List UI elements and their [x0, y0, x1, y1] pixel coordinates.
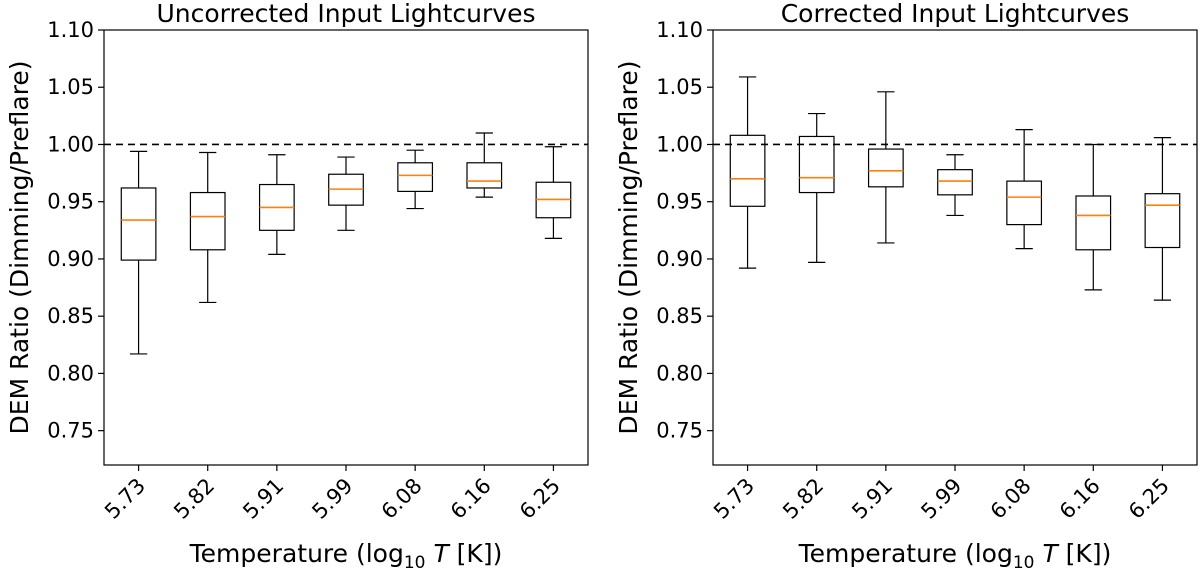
left-y-tick-label: 0.75: [47, 419, 94, 443]
left-y-tick-label: 0.80: [47, 361, 94, 385]
left-chart-panel: Uncorrected Input Lightcurves DEM Ratio …: [5, 0, 589, 572]
left-x-tick-label: 6.08: [377, 474, 427, 524]
iqr-box: [397, 162, 434, 193]
left-chart-marks: 0.75 0.80 0.85 0.90 0.95 1.00 1.05 1.10 5.73 5.82…: [47, 18, 588, 524]
right-x-axis-label-prefix: Temperature (log: [798, 539, 1013, 568]
right-x-tick-label: 5.91: [847, 474, 897, 524]
left-plot-frame: [103, 29, 589, 466]
iqr-box: [937, 169, 973, 196]
right-x-tick-label: 5.73: [709, 474, 759, 524]
left-box-6.25: [535, 146, 572, 239]
iqr-box: [189, 191, 226, 251]
left-y-tick-label: 1.10: [47, 18, 94, 42]
left-x-axis-label-sub: 10: [404, 553, 426, 572]
right-box-6.08: [1006, 128, 1043, 250]
right-x-tick-label: 5.99: [916, 474, 966, 524]
right-y-tick-label: 0.90: [656, 247, 703, 271]
right-x-tick-label: 6.08: [986, 474, 1036, 524]
left-box-5.91: [258, 154, 295, 255]
right-box-5.91: [867, 91, 904, 244]
right-y-tick-label: 0.80: [656, 361, 703, 385]
left-y-tick-label: 1.00: [47, 132, 94, 156]
left-y-axis-label: DEM Ratio (Dimming/Preflare): [5, 60, 34, 434]
left-y-tick-label: 1.05: [47, 75, 94, 99]
right-y-tick-label: 0.85: [656, 304, 703, 328]
left-x-axis-label-prefix: Temperature (log: [189, 539, 404, 568]
right-box-5.82: [798, 112, 835, 263]
right-x-axis-label: Temperature (log10 T [K]): [798, 539, 1112, 572]
right-box-5.73: [729, 76, 766, 269]
right-x-axis-label-sub: 10: [1013, 553, 1035, 572]
iqr-box: [867, 148, 904, 188]
iqr-box: [1075, 195, 1112, 251]
right-y-tick-label: 1.05: [656, 75, 703, 99]
right-y-tick-label: 1.00: [656, 132, 703, 156]
left-x-tick-label: 6.16: [446, 474, 496, 524]
right-chart-title: Corrected Input Lightcurves: [781, 0, 1130, 28]
right-x-axis-label-var: T: [1042, 539, 1059, 568]
right-box-5.99: [937, 154, 973, 217]
right-y-tick-label: 0.95: [656, 190, 703, 214]
right-x-axis-label-suffix: [K]): [1058, 539, 1112, 568]
left-box-5.99: [328, 156, 364, 231]
iqr-box: [1144, 193, 1181, 249]
right-y-tick-label: 1.10: [656, 18, 703, 42]
right-x-tick-label: 6.16: [1055, 474, 1105, 524]
right-box-6.16: [1075, 143, 1112, 291]
right-y-tick-label: 0.75: [656, 419, 703, 443]
left-box-6.16: [466, 132, 503, 198]
left-box-5.82: [189, 151, 226, 304]
left-x-axis-label-var: T: [433, 539, 450, 568]
left-x-axis-label-suffix: [K]): [449, 539, 503, 568]
left-chart-title: Uncorrected Input Lightcurves: [156, 0, 535, 28]
left-x-tick-label: 5.91: [238, 474, 288, 524]
iqr-box: [1006, 180, 1043, 226]
left-x-tick-label: 5.73: [100, 474, 150, 524]
iqr-box: [466, 162, 503, 189]
iqr-box: [120, 187, 157, 261]
left-box-6.08: [397, 149, 434, 210]
left-x-tick-label: 5.82: [169, 474, 219, 524]
iqr-box: [729, 134, 766, 207]
right-chart-marks: 0.75 0.80 0.85 0.90 0.95 1.00 1.05 1.10 5.73 5.82…: [656, 18, 1197, 524]
left-box-5.73: [120, 150, 157, 355]
left-x-axis-label: Temperature (log10 T [K]): [189, 539, 503, 572]
right-chart-panel: Corrected Input Lightcurves DEM Ratio (D…: [614, 0, 1198, 572]
left-x-tick-label: 5.99: [307, 474, 357, 524]
right-x-tick-label: 5.82: [778, 474, 828, 524]
left-x-tick-label: 6.25: [515, 474, 565, 524]
iqr-box: [798, 135, 835, 194]
left-y-tick-label: 0.95: [47, 190, 94, 214]
left-y-tick-label: 0.85: [47, 304, 94, 328]
left-y-tick-label: 0.90: [47, 247, 94, 271]
right-x-tick-label: 6.25: [1124, 474, 1174, 524]
right-plot-frame: [712, 29, 1198, 466]
right-y-axis-label: DEM Ratio (Dimming/Preflare): [614, 60, 643, 434]
right-box-6.25: [1144, 137, 1181, 301]
